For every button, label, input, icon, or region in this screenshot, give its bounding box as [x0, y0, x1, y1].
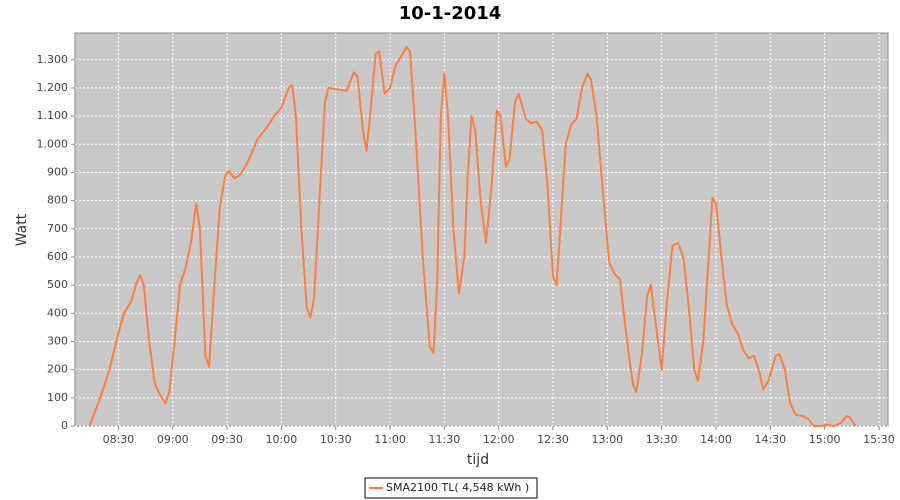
y-tick-label: 1.100	[37, 109, 69, 122]
x-tick-label: 15:00	[809, 433, 841, 446]
x-tick-label: 08:30	[103, 433, 135, 446]
x-tick-label: 14:00	[700, 433, 732, 446]
y-tick-label: 400	[47, 306, 68, 319]
x-tick-label: 11:30	[429, 433, 461, 446]
y-tick-label: 0	[61, 419, 68, 432]
y-axis-label: Watt	[14, 213, 30, 246]
x-tick-label: 09:00	[157, 433, 189, 446]
y-tick-label: 1.000	[37, 137, 69, 150]
x-tick-label: 11:00	[374, 433, 406, 446]
chart-title: 10-1-2014	[399, 3, 502, 24]
x-axis-label: tijd	[467, 452, 489, 468]
x-tick-label: 12:30	[537, 433, 569, 446]
y-tick-label: 200	[47, 363, 68, 376]
x-tick-label: 10:00	[266, 433, 298, 446]
line-series	[88, 46, 857, 427]
y-tick-label: 800	[47, 194, 68, 207]
y-tick-label: 300	[47, 334, 68, 347]
y-tick-label: 600	[47, 250, 68, 263]
x-tick-label: 10:30	[320, 433, 352, 446]
x-tick-label: 13:00	[591, 433, 623, 446]
y-tick-label: 900	[47, 165, 68, 178]
legend-label: SMA2100 TL( 4,548 kWh )	[386, 481, 529, 494]
y-tick-label: 700	[47, 222, 68, 235]
plot-area	[74, 32, 889, 427]
y-tick-label: 1.200	[37, 81, 69, 94]
x-tick-label: 12:00	[483, 433, 515, 446]
y-tick-label: 1.300	[37, 53, 69, 66]
x-tick-label: 09:30	[211, 433, 243, 446]
x-tick-label: 13:30	[646, 433, 678, 446]
y-tick-label: 500	[47, 278, 68, 291]
x-tick-label: 14:30	[754, 433, 786, 446]
x-tick-label: 15:30	[863, 433, 895, 446]
legend-box	[364, 477, 538, 499]
y-tick-label: 100	[47, 391, 68, 404]
